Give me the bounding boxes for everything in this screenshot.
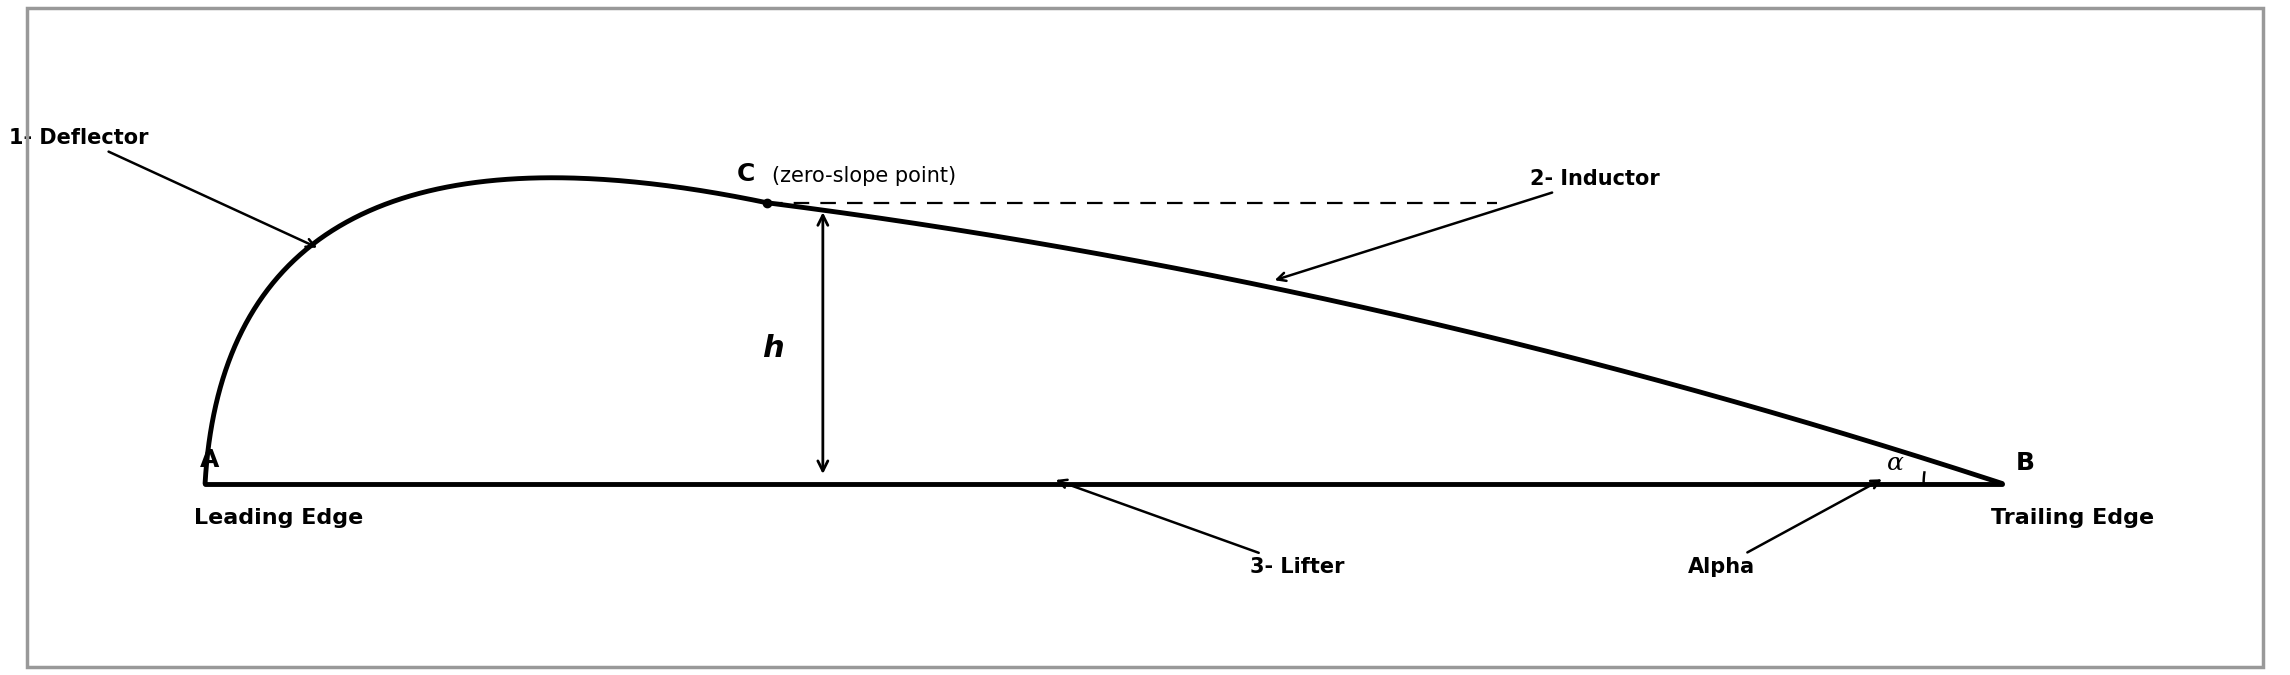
- Text: 3- Lifter: 3- Lifter: [1058, 480, 1344, 576]
- Text: α: α: [1887, 452, 1903, 475]
- Text: 2- Inductor: 2- Inductor: [1278, 169, 1660, 281]
- Text: A: A: [199, 448, 220, 472]
- Text: (zero-slope point): (zero-slope point): [772, 166, 957, 186]
- Text: B: B: [2015, 450, 2036, 475]
- Text: 1- Deflector: 1- Deflector: [9, 128, 314, 247]
- Text: Leading Edge: Leading Edge: [195, 508, 364, 529]
- Text: h: h: [763, 334, 783, 363]
- Text: C: C: [737, 162, 756, 186]
- Text: Alpha: Alpha: [1688, 481, 1880, 576]
- Text: Trailing Edge: Trailing Edge: [1990, 508, 2155, 529]
